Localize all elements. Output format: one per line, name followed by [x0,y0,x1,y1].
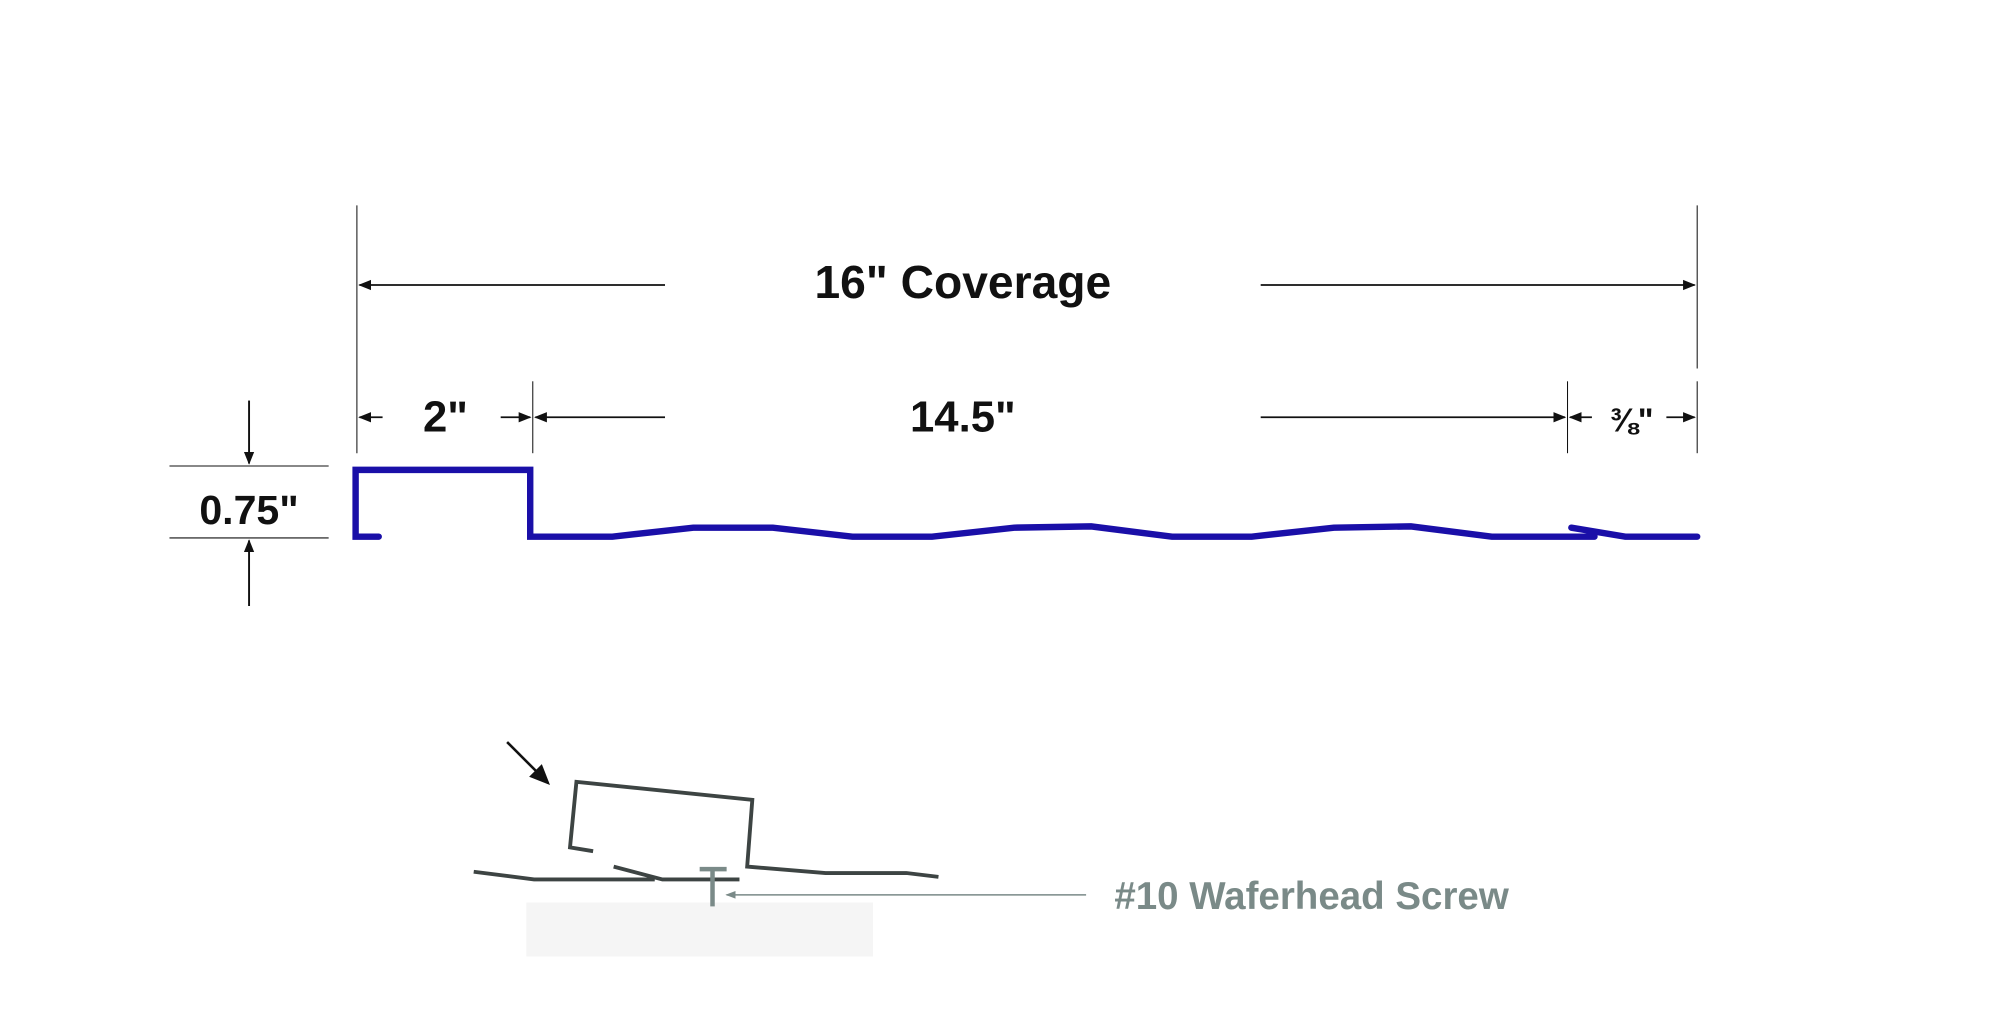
detail-pointer-arrow [506,741,550,785]
underlying-panel [473,864,740,882]
rib-height-label: 0.75" [199,487,298,533]
lip-width-label: ⅜" [1610,402,1654,439]
coverage-label: 16" Coverage [814,256,1111,308]
extension-lines [169,205,1698,539]
screw-icon [699,866,727,907]
installation-detail: #10 Waferhead Screw [473,741,1510,957]
substrate [526,902,873,957]
rib-width-label: 2" [423,392,468,441]
overlapping-panel [567,779,939,879]
pan-width-label: 14.5" [910,392,1016,441]
screw-label: #10 Waferhead Screw [1114,875,1510,918]
panel-profile [352,466,1701,540]
